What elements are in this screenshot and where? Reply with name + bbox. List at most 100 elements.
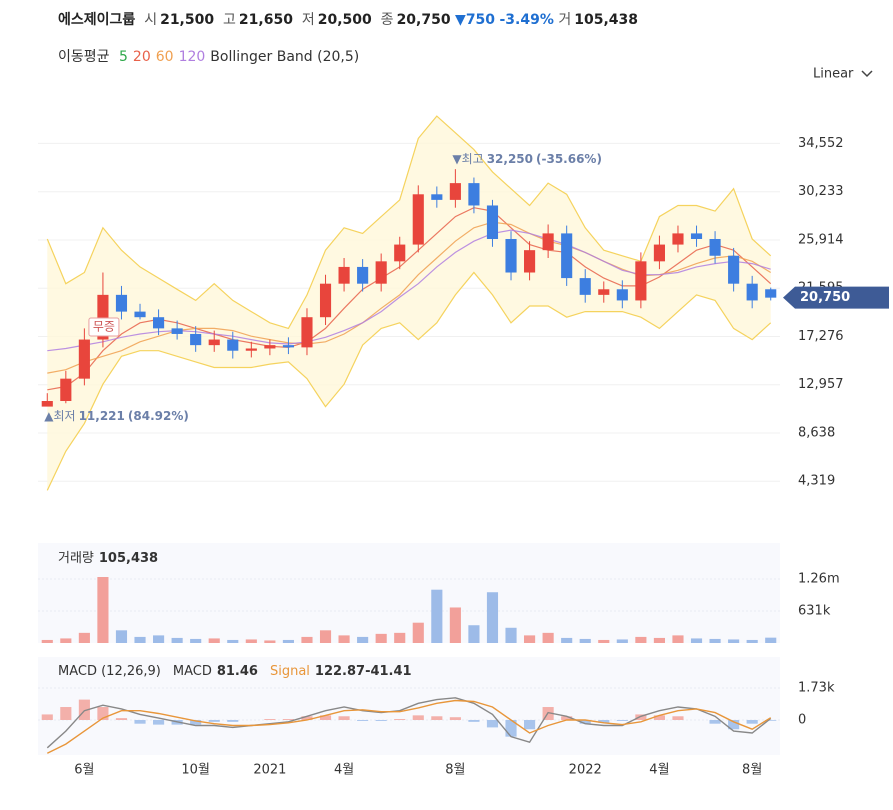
- y-tick-label: 25,914: [798, 232, 844, 247]
- candle-body: [709, 238, 721, 256]
- volume-bar: [486, 592, 499, 643]
- macd-histogram-bar: [357, 719, 369, 721]
- candle-body: [431, 194, 443, 200]
- macd-histogram-bar: [524, 719, 536, 730]
- volume-bar: [635, 636, 647, 643]
- marker-text: ▼최고: [452, 152, 483, 166]
- candle-body: [579, 278, 591, 295]
- ma-label: 이동평균: [58, 49, 110, 65]
- macd-histogram-bar: [134, 719, 146, 724]
- macd-histogram-bar: [579, 719, 591, 724]
- candle-body: [282, 345, 294, 348]
- volume-bar: [690, 638, 703, 643]
- panel-title-name: MACD (12,26,9): [58, 664, 161, 679]
- macd-histogram-bar: [208, 719, 220, 722]
- panel-title-value: 105,438: [99, 551, 158, 566]
- field-value: 21,500: [160, 12, 215, 28]
- y-tick-label: 631k: [798, 603, 831, 618]
- y-tick-label: 17,276: [798, 329, 844, 344]
- candle-body: [208, 339, 220, 346]
- volume-bar: [78, 632, 90, 643]
- volume-bar: [134, 636, 146, 643]
- bollinger-fill: [47, 116, 771, 491]
- legend-entry: 120: [178, 49, 206, 65]
- legend-entry: 60: [155, 49, 174, 65]
- volume-bar: [153, 635, 165, 643]
- y-tick-label: 1.26m: [798, 572, 840, 587]
- legend-entry: 20: [132, 49, 151, 65]
- macd-histogram-bar: [60, 707, 72, 720]
- change: ▼750: [455, 12, 496, 28]
- volume-bar: [375, 633, 387, 643]
- legend-entry: Bollinger Band (20,5): [210, 49, 360, 65]
- macd-histogram-bar: [449, 717, 461, 720]
- x-tick-label: 10월: [181, 763, 210, 778]
- macd-histogram-bar: [505, 719, 517, 737]
- volume-bar: [579, 638, 591, 643]
- bollinger-line: [46, 115, 772, 330]
- macd-histogram-bar: [394, 719, 406, 720]
- volume-bar: [60, 638, 72, 643]
- x-tick-label: 4월: [649, 763, 669, 778]
- volume-bar: [245, 639, 257, 643]
- candle-body: [616, 289, 628, 301]
- candle-body: [728, 255, 740, 284]
- candle-body: [690, 233, 703, 239]
- macd-histogram-bar: [412, 715, 424, 720]
- last-price-tag: [783, 286, 889, 309]
- candle-body: [338, 266, 350, 284]
- macd-histogram-bar: [709, 719, 721, 724]
- volume-bar: [765, 637, 777, 643]
- candle-body: [412, 194, 424, 245]
- volume-label: 거: [558, 12, 572, 28]
- volume-bar: [190, 638, 202, 643]
- x-tick-label: 2021: [253, 763, 286, 778]
- macd-histogram-bar: [635, 714, 647, 720]
- candle-body: [542, 233, 554, 251]
- low-marker: ▲최저 11,221 (84.92%): [44, 409, 189, 423]
- event-box: [88, 317, 120, 337]
- candle-body: [486, 205, 499, 239]
- candle-body: [524, 250, 536, 273]
- candle-body: [394, 244, 406, 262]
- macd-histogram-bar: [561, 716, 573, 720]
- volume-value: 105,438: [574, 12, 638, 28]
- y-tick-label: 4,319: [798, 474, 835, 489]
- header: 에스제이그룹 시 21,500 고 21,650 저 20,500 종 20,750 ▼…: [58, 9, 638, 29]
- macd-histogram-bar: [486, 719, 499, 728]
- event-label: 무증: [93, 320, 115, 334]
- field-value: 20,500: [317, 12, 372, 28]
- macd-line: [46, 699, 772, 754]
- candle-body: [115, 294, 128, 312]
- candle-body: [60, 378, 72, 402]
- macd-histogram-bar: [41, 714, 53, 720]
- field-value: 21,650: [238, 12, 293, 28]
- candle-body: [746, 283, 758, 301]
- candle-body: [41, 401, 53, 407]
- legend-value: 81.46: [217, 664, 258, 679]
- moving-average-line: [47, 229, 771, 352]
- field-value: 20,750: [396, 12, 451, 28]
- indicator-legend: 이동평균 5 20 60 120 Bollinger Band (20,5): [58, 46, 364, 66]
- x-tick-label: 2022: [569, 763, 602, 778]
- candle-body: [190, 333, 202, 346]
- x-tick-label: 8월: [742, 763, 762, 778]
- macd-histogram-bar: [338, 716, 350, 720]
- volume-bar: [338, 635, 350, 643]
- volume-bar: [653, 637, 665, 643]
- macd-histogram-bar: [468, 719, 480, 722]
- candle-body: [153, 317, 165, 329]
- scale-toggle[interactable]: Linear: [813, 67, 854, 82]
- legend-entry: Signal: [270, 664, 310, 679]
- moving-average-line: [47, 207, 772, 391]
- volume-bar: [357, 636, 369, 643]
- macd-histogram-bar: [431, 716, 443, 720]
- dropdown-chevron[interactable]: [861, 70, 873, 78]
- y-tick-label: 8,638: [798, 425, 835, 440]
- candle-body: [171, 328, 183, 334]
- macd-histogram-bar: [765, 719, 777, 721]
- volume-bar: [171, 637, 183, 643]
- candle-body: [78, 339, 90, 379]
- x-tick-label: 6월: [74, 763, 94, 778]
- candle-body: [134, 311, 146, 318]
